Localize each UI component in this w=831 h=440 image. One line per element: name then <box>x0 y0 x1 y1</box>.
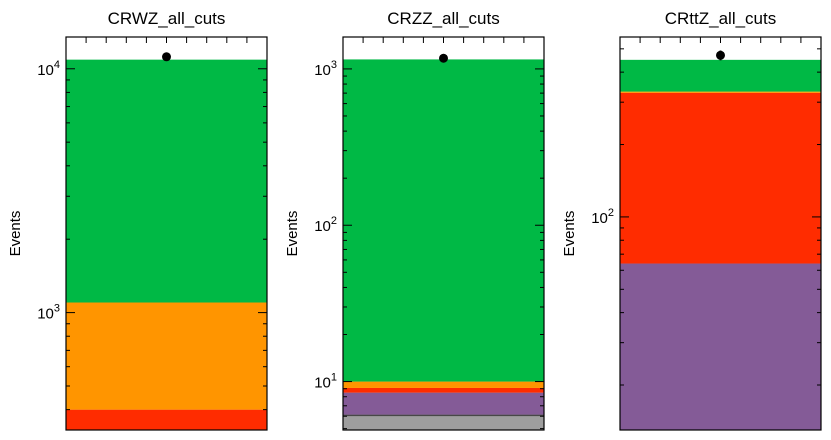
data-point <box>439 53 448 63</box>
chart-title: CRWZ_all_cuts <box>108 9 226 28</box>
y-tick-label: 104 <box>37 59 60 79</box>
data-point <box>716 50 725 60</box>
y-axis-label: Events <box>561 211 578 257</box>
axes-frame <box>342 36 545 431</box>
stack-bar-red <box>620 92 821 264</box>
y-tick-label: 103 <box>37 303 60 323</box>
stack-bar-green <box>343 59 544 382</box>
chart-panel-3: 102 CRttZ_all_cuts Events <box>561 9 822 431</box>
stack-bar-red <box>343 387 544 393</box>
stack-bar-purple <box>620 263 821 430</box>
data-point <box>162 52 171 62</box>
stack-bar-red <box>66 409 267 430</box>
chart-panel-2: 101 102 103 CRZZ_all_cuts Events <box>284 9 545 431</box>
chart-title: CRttZ_all_cuts <box>665 9 776 28</box>
stack-bar-green <box>620 59 821 92</box>
stack-bar-purple <box>343 392 544 415</box>
stack-bar-orange <box>66 302 267 410</box>
y-axis-label: Events <box>7 211 24 257</box>
stack-bar-darkgray <box>343 414 544 417</box>
y-tick-label: 101 <box>314 372 337 392</box>
chart-title: CRZZ_all_cuts <box>387 9 499 28</box>
stack-bar-orange <box>343 381 544 388</box>
y-tick-label: 102 <box>591 207 614 227</box>
stack-bar-orange <box>620 91 821 93</box>
stack-bar-green <box>66 59 267 303</box>
chart-panel-1: 103 104 CRWZ_all_cuts Events <box>7 9 268 431</box>
y-tick-label: 103 <box>314 59 337 79</box>
stack-bar-gray <box>343 416 544 430</box>
y-tick-label: 102 <box>314 215 337 235</box>
y-axis-label: Events <box>284 211 301 257</box>
axes-frame <box>619 36 822 431</box>
axes-frame <box>65 36 268 431</box>
